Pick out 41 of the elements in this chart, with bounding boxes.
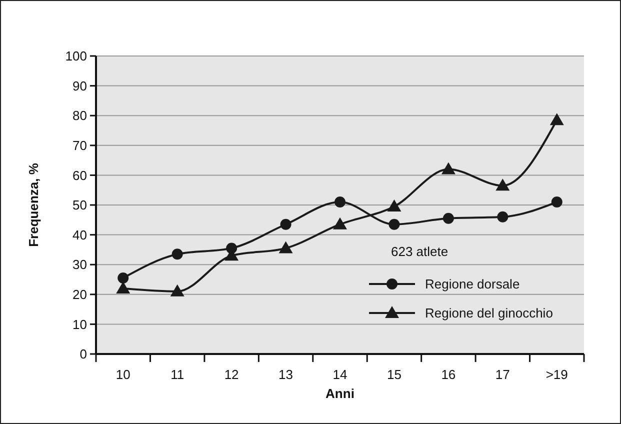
x-tick-label: 15	[386, 367, 402, 382]
point	[497, 211, 508, 222]
x-tick-label: 10	[116, 367, 130, 382]
x-tick-label: 11	[170, 367, 184, 382]
x-tick-label: 14	[332, 367, 348, 382]
y-axis-title: Frequenza, %	[26, 162, 41, 247]
y-tick-label: 50	[72, 198, 87, 213]
y-tick-label: 40	[72, 227, 87, 242]
y-tick-label: 10	[72, 316, 87, 332]
y-tick-label: 100	[65, 48, 87, 64]
point	[118, 272, 129, 284]
point	[172, 248, 183, 260]
y-tick-label: 90	[72, 78, 87, 94]
point	[334, 196, 346, 208]
point	[170, 284, 184, 296]
point	[551, 196, 562, 208]
y-tick-label: 70	[72, 138, 87, 153]
point	[550, 113, 564, 126]
y-tick-label: 30	[72, 257, 87, 272]
point	[496, 178, 510, 191]
x-tick-label: 17	[495, 367, 510, 382]
legend-label: Regione dorsale	[425, 276, 520, 292]
x-tick-label: 13	[278, 367, 294, 382]
y-tick-label: 20	[72, 286, 87, 302]
y-tick-label: 80	[72, 108, 87, 124]
point	[387, 199, 402, 212]
point	[280, 218, 292, 230]
point	[388, 218, 400, 230]
x-tick-label: 12	[224, 367, 239, 382]
point	[442, 212, 454, 224]
legend-title: 623 atlete	[391, 244, 448, 259]
point	[333, 217, 347, 230]
point	[278, 241, 293, 254]
x-axis-title: Anni	[326, 386, 354, 401]
y-tick-label: 0	[80, 346, 87, 362]
x-tick-label: 16	[441, 367, 456, 382]
x-tick-label: >19	[546, 367, 568, 382]
point	[116, 281, 130, 294]
point	[441, 162, 456, 174]
legend-label: Regione del ginocchio	[425, 306, 553, 321]
y-tick-label: 60	[72, 168, 87, 183]
